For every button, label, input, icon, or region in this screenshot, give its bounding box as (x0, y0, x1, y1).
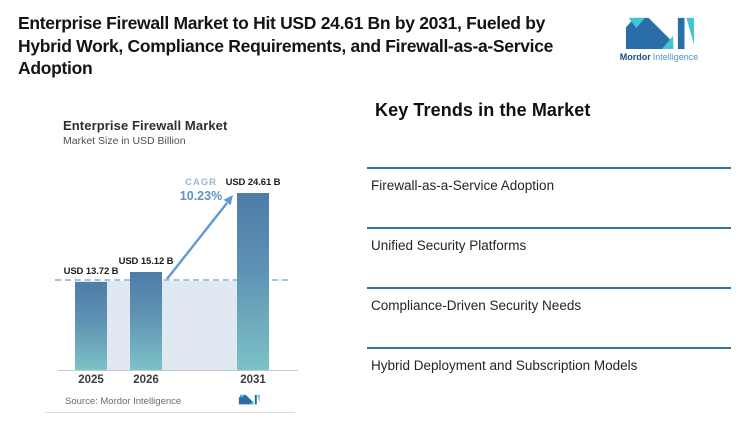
mordor-logo-icon (625, 17, 694, 50)
x-axis-tick-label: 2031 (240, 374, 266, 386)
trend-item: Firewall-as-a-Service Adoption (367, 167, 731, 227)
chart-title: Enterprise Firewall Market (63, 118, 228, 133)
trend-item: Hybrid Deployment and Subscription Model… (367, 347, 731, 407)
bar-2025 (75, 282, 107, 370)
cagr-label: CAGR (185, 177, 217, 188)
cagr-annotation: CAGR 10.23% (172, 177, 230, 203)
chart-subtitle: Market Size in USD Billion (63, 135, 186, 147)
brand-name-bold: Mordor (619, 52, 651, 62)
trend-item: Compliance-Driven Security Needs (367, 287, 731, 347)
source-note: Source: Mordor Intelligence (65, 396, 182, 407)
brand-name-light: Intelligence (652, 52, 699, 62)
chart-bottom-divider (45, 412, 295, 413)
bar-2031 (237, 193, 269, 370)
trend-item-label: Unified Security Platforms (371, 238, 527, 253)
cagr-value: 10.23% (179, 189, 223, 203)
source-logo-icon (238, 394, 260, 405)
cagr-arrow-icon (166, 195, 233, 280)
bar-value-label: USD 15.12 B (118, 256, 174, 267)
bar-2026 (130, 272, 162, 370)
x-axis-tick-label: 2025 (78, 374, 104, 386)
x-axis-line (58, 370, 298, 371)
x-axis-tick-label: 2026 (133, 374, 159, 386)
headline: Enterprise Firewall Market to Hit USD 24… (18, 13, 554, 78)
bar-value-label: USD 24.61 B (225, 177, 281, 188)
trend-item-label: Firewall-as-a-Service Adoption (371, 178, 555, 193)
key-trends-heading: Key Trends in the Market (375, 100, 591, 120)
bar-value-label: USD 13.72 B (63, 266, 119, 277)
trend-item-label: Hybrid Deployment and Subscription Model… (371, 358, 638, 373)
brand-logo: Mordor Intelligence (612, 16, 706, 62)
trends-list: Firewall-as-a-Service Adoption Unified Se… (367, 167, 731, 407)
brand-name: Mordor Intelligence (620, 52, 699, 62)
trend-item: Unified Security Platforms (367, 227, 731, 287)
reference-dashed-line (55, 279, 288, 281)
plot-background-band (75, 281, 268, 370)
trend-item-label: Compliance-Driven Security Needs (371, 298, 582, 313)
